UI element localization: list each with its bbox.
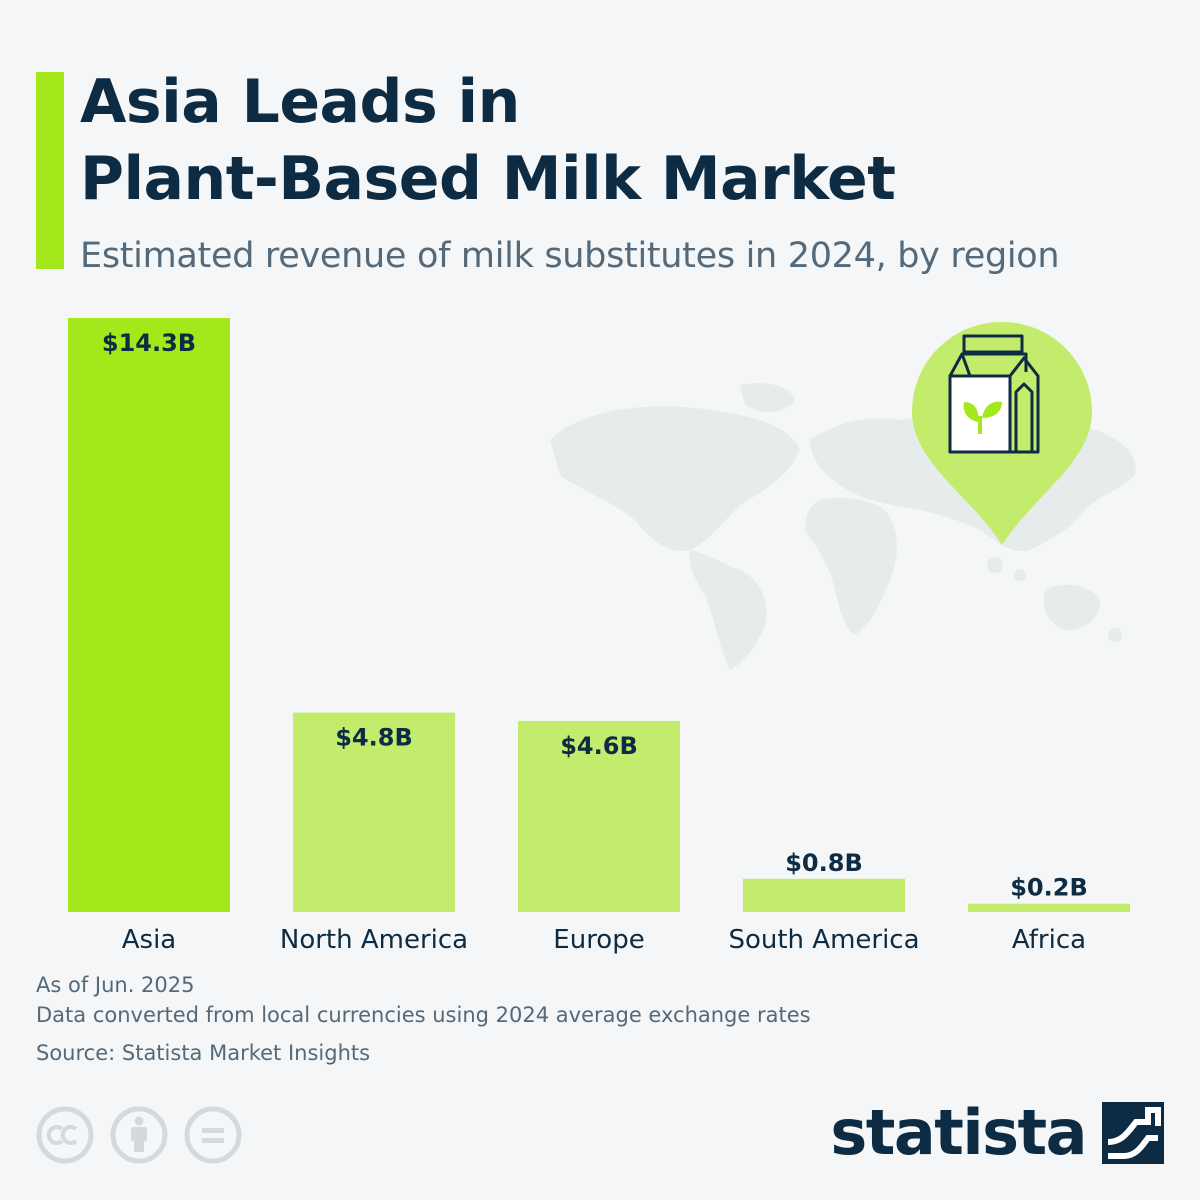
page-title: Asia Leads in Plant-Based Milk Market	[80, 64, 896, 218]
title-line-1: Asia Leads in	[80, 67, 520, 137]
category-label-north-america: North America	[280, 925, 468, 955]
value-label-asia: $14.3B	[102, 329, 196, 357]
license-icons	[36, 1106, 242, 1164]
category-label-europe: Europe	[553, 925, 644, 955]
accent-bar	[36, 72, 64, 269]
no-derivatives-icon[interactable]	[184, 1106, 242, 1164]
value-label-north-america: $4.8B	[335, 724, 413, 752]
category-label-south-america: South America	[728, 925, 919, 955]
location-pin-icon	[912, 322, 1092, 545]
note-date: As of Jun. 2025	[36, 973, 195, 997]
value-label-europe: $4.6B	[560, 732, 638, 760]
bar-europe	[518, 720, 680, 912]
chart-notes: As of Jun. 2025 Data converted from loca…	[36, 970, 811, 1068]
value-label-africa: $0.2B	[1010, 874, 1088, 902]
bar-asia	[68, 318, 230, 912]
statista-logo-icon	[1102, 1102, 1164, 1164]
category-label-asia: Asia	[122, 925, 177, 955]
bar-south-america	[743, 878, 905, 912]
statista-brand[interactable]: statista	[830, 1098, 1164, 1168]
page-subtitle: Estimated revenue of milk substitutes in…	[80, 236, 1060, 276]
cc-icon[interactable]	[36, 1106, 94, 1164]
title-line-2: Plant-Based Milk Market	[80, 144, 896, 214]
source-text: Source: Statista Market Insights	[36, 1041, 371, 1065]
attribution-icon[interactable]	[110, 1106, 168, 1164]
milk-carton-icon	[948, 334, 1040, 454]
leaf-icon	[963, 401, 1002, 434]
brand-name: statista	[830, 1096, 1087, 1169]
note-conversion: Data converted from local currencies usi…	[36, 1003, 811, 1027]
value-label-south-america: $0.8B	[785, 849, 863, 877]
category-label-africa: Africa	[1012, 925, 1086, 955]
bar-africa	[968, 903, 1130, 912]
bar-north-america	[293, 712, 455, 912]
